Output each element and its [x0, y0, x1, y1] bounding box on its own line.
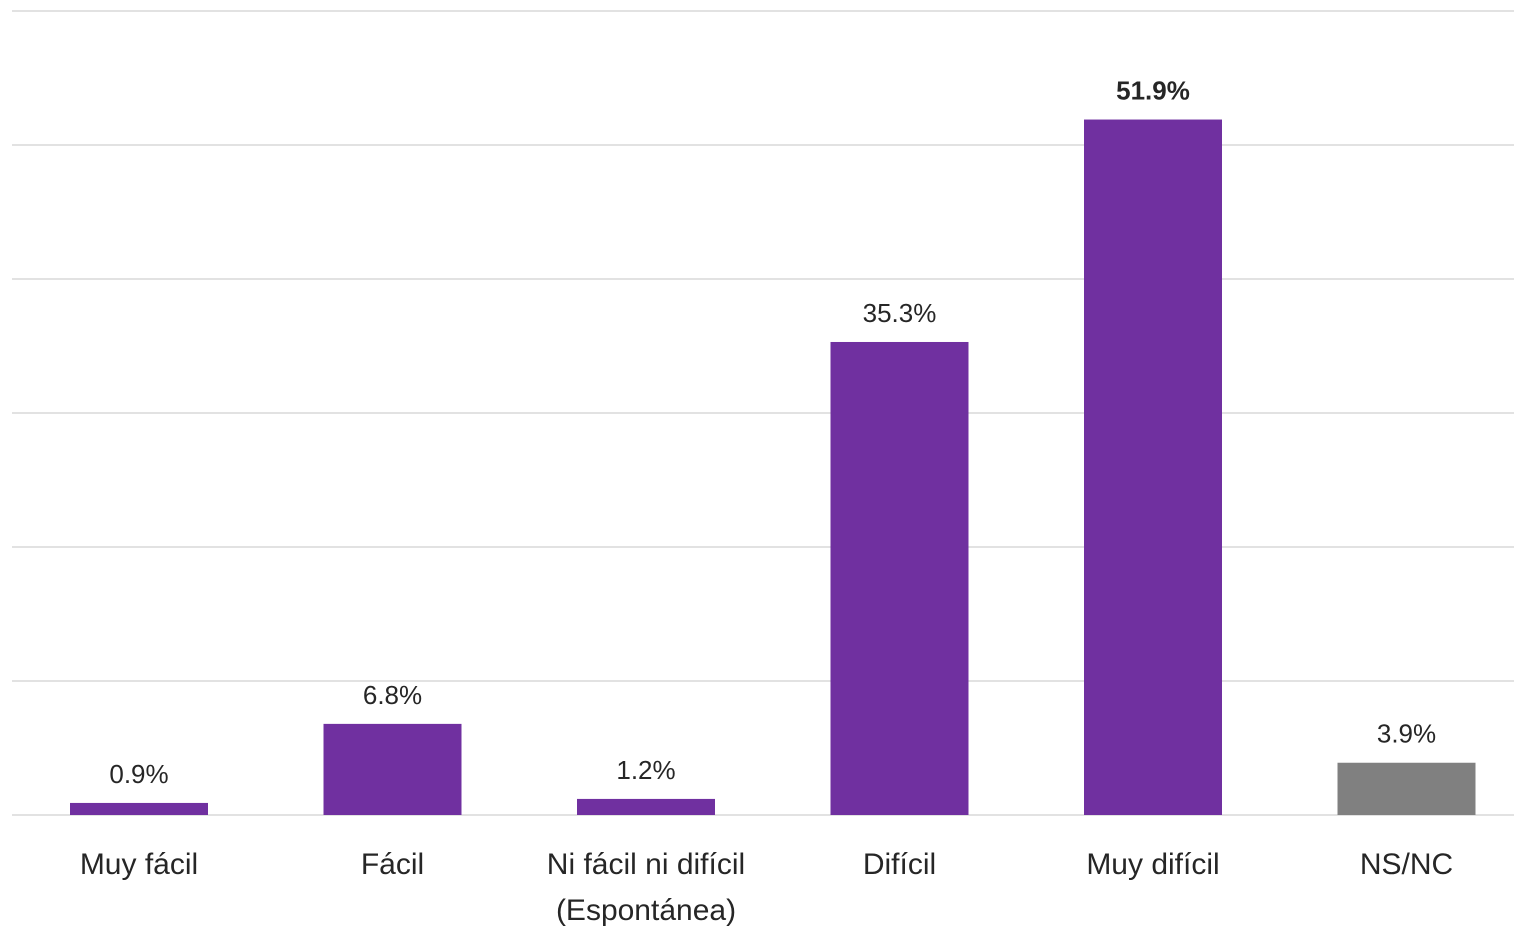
gridlines: [12, 10, 1514, 816]
category-label-line: (Espontánea): [556, 894, 736, 927]
category-label: Fácil: [361, 848, 424, 881]
bar: [323, 723, 462, 815]
category-label-line: Ni fácil ni difícil: [547, 848, 745, 881]
data-label: 1.2%: [616, 755, 675, 785]
category-label: Muy fácil: [80, 848, 198, 881]
category-label: NS/NC: [1360, 848, 1453, 881]
category-label-line: Muy fácil: [80, 848, 198, 881]
category-label-line: Muy difícil: [1086, 848, 1219, 881]
bar: [1084, 119, 1222, 816]
category-label-line: Fácil: [361, 848, 424, 881]
bar: [830, 341, 969, 815]
category-label-line: NS/NC: [1360, 848, 1453, 881]
data-label: 3.9%: [1377, 719, 1436, 749]
category-label-line: Difícil: [863, 848, 936, 881]
category-label: Ni fácil ni difícil (Espontánea): [547, 848, 745, 927]
data-labels: 0.9% 6.8% 1.2% 35.3% 51.9% 3.9%: [109, 76, 1436, 789]
data-label: 51.9%: [1116, 76, 1190, 106]
category-label: Difícil: [863, 848, 936, 881]
bars: [70, 119, 1476, 816]
bar: [577, 798, 715, 815]
bar: [1337, 762, 1476, 815]
data-label: 0.9%: [109, 759, 168, 789]
category-labels: Muy fácil Fácil Ni fácil ni difícil (Espont…: [80, 848, 1453, 927]
data-label: 6.8%: [363, 680, 422, 710]
bar: [70, 802, 208, 815]
data-label: 35.3%: [863, 298, 937, 328]
category-label: Muy difícil: [1086, 848, 1219, 881]
